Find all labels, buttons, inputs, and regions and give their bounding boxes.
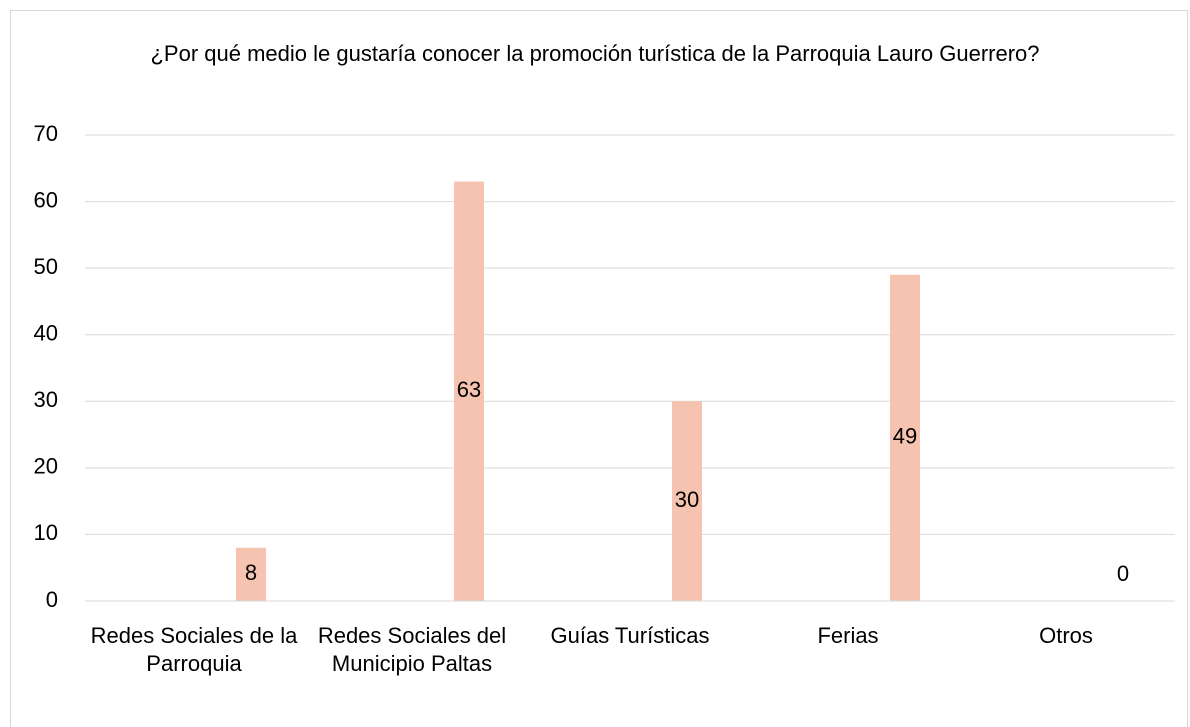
data-label: 30 (675, 487, 699, 512)
y-tick-label: 40 (34, 321, 58, 346)
bar (454, 181, 484, 601)
y-tick-label: 30 (34, 387, 58, 412)
data-label: 0 (1117, 561, 1129, 586)
y-tick-label: 50 (34, 254, 58, 279)
y-tick-label: 10 (34, 520, 58, 545)
y-tick-label: 70 (34, 121, 58, 146)
bar (890, 274, 920, 601)
x-tick-label: Guías Turísticas (550, 623, 710, 648)
y-tick-label: 60 (34, 187, 58, 212)
data-label: 63 (457, 377, 481, 402)
y-tick-label: 0 (46, 587, 58, 612)
bar (236, 547, 266, 601)
data-label: 49 (893, 424, 917, 449)
x-tick-label: Redes Sociales de la Parroquia (90, 623, 298, 676)
chart-title: ¿Por qué medio le gustaría conocer la pr… (150, 41, 1040, 66)
data-label: 8 (245, 560, 257, 585)
y-tick-label: 20 (34, 454, 58, 479)
x-tick-label: Ferias (817, 623, 879, 648)
x-tick-label: Redes Sociales del Municipio Paltas (317, 623, 507, 676)
chart-frame (10, 10, 1188, 727)
x-tick-label: Otros (1039, 623, 1093, 648)
bar (672, 401, 702, 601)
